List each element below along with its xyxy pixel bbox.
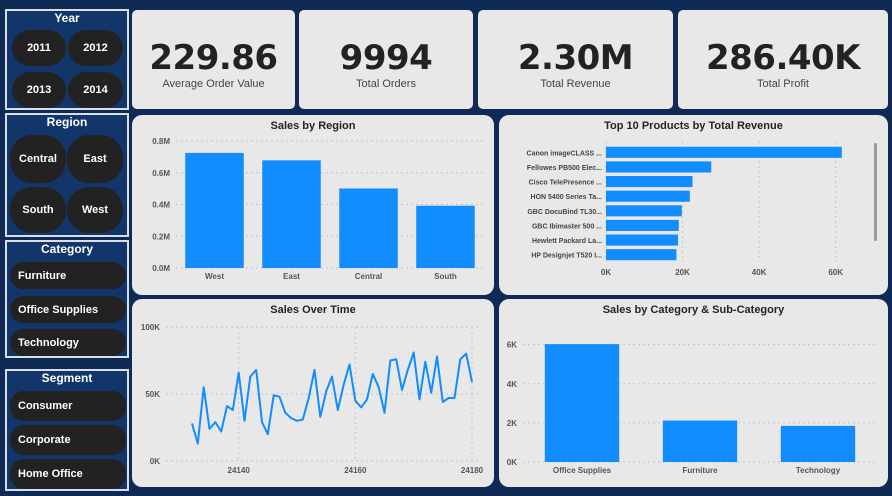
region-option-central[interactable]: Central <box>10 135 66 183</box>
category-option-furniture[interactable]: Furniture <box>10 262 126 289</box>
kpi-label: Total Profit <box>757 78 809 90</box>
product-label: Canon imageCLASS ... <box>527 150 603 157</box>
y-tick-label: 50K <box>145 390 160 399</box>
kpi-value: 2.30M <box>517 38 634 78</box>
x-tick-label: 24160 <box>344 466 367 475</box>
bar-south <box>416 205 475 268</box>
product-bar <box>606 146 842 158</box>
chart-title: Sales by Category & Sub-Category <box>602 304 785 316</box>
x-tick-label: 24180 <box>461 466 484 475</box>
kpi-total-revenue: 2.30M Total Revenue <box>478 10 673 109</box>
year-option-2012[interactable]: 2012 <box>68 30 123 66</box>
sales-by-category-chart: 0K 2K 4K 6K Office Supplies Furniture Technolo… <box>507 341 877 475</box>
y-tick-label: 0K <box>507 458 517 467</box>
y-tick-label: 0.2M <box>152 232 170 241</box>
x-tick-label: East <box>283 272 300 281</box>
category-bar <box>780 425 856 462</box>
kpi-value: 9994 <box>339 38 433 78</box>
y-tick-label: 4K <box>507 380 517 389</box>
bar-central <box>339 188 398 268</box>
y-tick-label: 100K <box>141 323 160 332</box>
product-bar <box>606 249 677 261</box>
y-tick-label: 0.4M <box>152 201 170 210</box>
x-tick-label: Technology <box>796 466 841 475</box>
x-tick-label: 0K <box>601 268 611 277</box>
region-option-south[interactable]: South <box>10 187 66 233</box>
kpi-average-order-value: 229.86 Average Order Value <box>132 10 295 109</box>
region-option-east[interactable]: East <box>67 135 123 183</box>
product-bar <box>606 190 690 202</box>
segment-slicer-title: Segment <box>41 371 93 385</box>
segment-slicer: Segment Consumer Corporate Home Office <box>5 369 129 491</box>
product-label: GBC Ibimaster 500 ... <box>532 223 602 230</box>
kpi-total-orders: 9994 Total Orders <box>299 10 473 109</box>
y-tick-label: 6K <box>507 341 517 350</box>
year-slicer-title: Year <box>54 11 80 25</box>
y-tick-label: 0K <box>150 457 160 466</box>
x-tick-label: Central <box>355 272 383 281</box>
top-products-card[interactable]: 0K 20K 40K 60K Canon imageCLASS ... Fellowes … <box>499 115 888 295</box>
x-tick-label: Office Supplies <box>553 466 612 475</box>
region-slicer-title: Region <box>46 115 88 129</box>
year-option-2013[interactable]: 2013 <box>12 72 66 108</box>
product-bar <box>606 234 678 246</box>
year-option-2014[interactable]: 2014 <box>68 72 123 108</box>
chart-title: Sales Over Time <box>270 304 356 316</box>
kpi-label: Total Revenue <box>540 78 611 90</box>
chart-title: Sales by Region <box>270 120 356 132</box>
scrollbar-thumb <box>874 143 877 241</box>
product-label: GBC DocuBind TL30... <box>527 209 602 216</box>
product-label: HP Designjet T520 I... <box>531 253 602 260</box>
x-tick-label: 60K <box>828 268 843 277</box>
kpi-total-profit: 286.40K Total Profit <box>678 10 888 109</box>
top-products-chart: 0K 20K 40K 60K Canon imageCLASS ... Fellowes … <box>527 141 877 277</box>
category-bar <box>544 344 620 462</box>
x-tick-label: 40K <box>752 268 767 277</box>
bar-east <box>262 160 321 268</box>
x-tick-label: West <box>205 272 224 281</box>
chart-title: Top 10 Products by Total Revenue <box>604 120 783 132</box>
kpi-label: Average Order Value <box>162 78 265 90</box>
sales-line <box>191 351 473 445</box>
product-bar <box>606 161 712 173</box>
sales-by-region-chart: 0.0M 0.2M 0.4M 0.6M 0.8M West East Central South <box>152 137 484 281</box>
sales-over-time-card[interactable]: 0K 50K 100K 24140 24160 24180 Sales Over Time <box>132 299 494 487</box>
y-tick-label: 0.8M <box>152 137 170 146</box>
category-option-office-supplies[interactable]: Office Supplies <box>10 296 126 323</box>
y-tick-label: 0.0M <box>152 264 170 273</box>
segment-option-consumer[interactable]: Consumer <box>10 391 126 421</box>
category-slicer-title: Category <box>40 242 93 256</box>
x-tick-label: Furniture <box>682 466 718 475</box>
product-label: Cisco TelePresence ... <box>529 180 602 187</box>
kpi-value: 286.40K <box>705 38 861 78</box>
product-bar <box>606 219 679 231</box>
segment-option-corporate[interactable]: Corporate <box>10 425 126 455</box>
category-bar <box>662 420 738 462</box>
product-label: HON 5400 Series Ta... <box>531 194 603 201</box>
x-tick-label: 20K <box>675 268 690 277</box>
region-slicer: Region Central East South West <box>5 113 129 237</box>
product-bar <box>606 205 682 217</box>
year-slicer: Year 2011 2012 2013 2014 <box>5 9 129 110</box>
y-tick-label: 2K <box>507 419 517 428</box>
product-bar <box>606 176 693 188</box>
bar-west <box>185 152 244 268</box>
y-tick-label: 0.6M <box>152 169 170 178</box>
product-label: Hewlett Packard La... <box>532 238 602 245</box>
x-tick-label: 24140 <box>228 466 251 475</box>
category-option-technology[interactable]: Technology <box>10 329 126 356</box>
sales-by-category-card[interactable]: 0K 2K 4K 6K Office Supplies Furniture Technolo… <box>499 299 888 487</box>
sales-by-region-card[interactable]: 0.0M 0.2M 0.4M 0.6M 0.8M West East Central South… <box>132 115 494 295</box>
segment-option-home-office[interactable]: Home Office <box>10 459 126 489</box>
product-label: Fellowes PB500 Elec... <box>527 165 602 172</box>
x-tick-label: South <box>434 272 457 281</box>
region-option-west[interactable]: West <box>67 187 123 233</box>
year-option-2011[interactable]: 2011 <box>12 30 66 66</box>
sales-over-time-chart: 0K 50K 100K 24140 24160 24180 <box>141 323 484 475</box>
category-slicer: Category Furniture Office Supplies Techn… <box>5 240 129 358</box>
kpi-label: Total Orders <box>356 78 416 90</box>
kpi-value: 229.86 <box>149 38 278 78</box>
